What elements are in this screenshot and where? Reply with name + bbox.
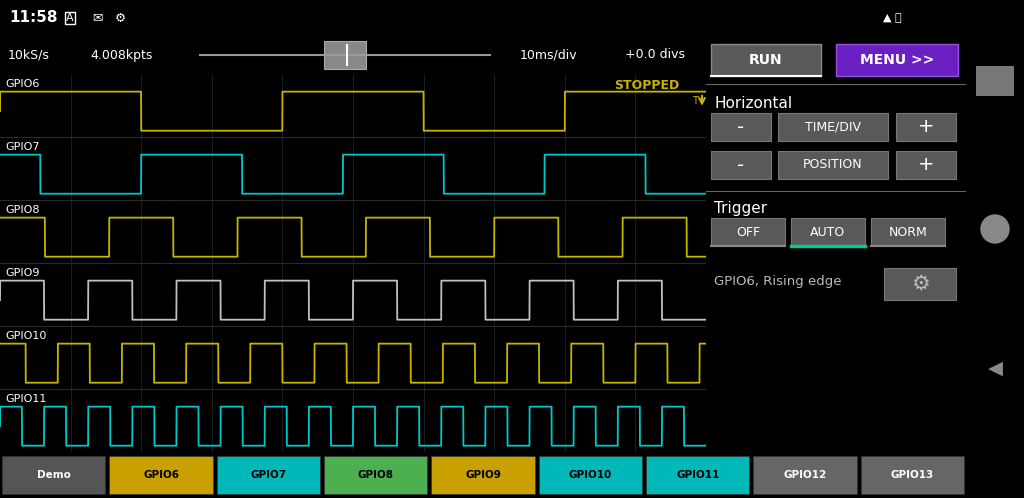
Text: +: + [918, 155, 934, 174]
Bar [976, 66, 1014, 96]
Text: GPIO11: GPIO11 [5, 394, 46, 404]
Text: +0.0 divs: +0.0 divs [625, 48, 685, 61]
Text: MENU >>: MENU >> [860, 53, 934, 67]
Text: ◀: ◀ [987, 359, 1002, 377]
Text: Horizontal: Horizontal [714, 97, 793, 112]
Text: RUN: RUN [750, 53, 782, 67]
Bar [896, 113, 956, 141]
Bar [711, 151, 771, 179]
Bar [884, 268, 956, 300]
Text: 11:58: 11:58 [9, 10, 58, 25]
Text: GPIO6, Rising edge: GPIO6, Rising edge [714, 274, 842, 287]
Text: GPIO10: GPIO10 [5, 331, 46, 341]
Text: 10ms/div: 10ms/div [520, 48, 578, 61]
Text: GPIO6: GPIO6 [5, 79, 39, 89]
Text: TIME/DIV: TIME/DIV [805, 121, 861, 133]
Text: ✉: ✉ [92, 11, 103, 24]
Text: 4.008kpts: 4.008kpts [90, 48, 153, 61]
Text: GPIO13: GPIO13 [891, 470, 934, 480]
Bar [860, 456, 964, 494]
Text: GPIO9: GPIO9 [5, 268, 40, 278]
Text: STOPPED: STOPPED [614, 79, 680, 92]
Text: +: + [918, 118, 934, 136]
Bar [778, 113, 888, 141]
Text: -: - [737, 118, 744, 136]
Bar [896, 151, 956, 179]
Bar [836, 44, 958, 76]
Bar [791, 218, 865, 246]
Bar [324, 456, 427, 494]
Text: GPIO11: GPIO11 [676, 470, 719, 480]
Text: AUTO: AUTO [810, 226, 846, 239]
Text: GPIO9: GPIO9 [465, 470, 501, 480]
Text: Trigger: Trigger [714, 201, 767, 216]
Text: NORM: NORM [889, 226, 928, 239]
Text: GPIO12: GPIO12 [783, 470, 826, 480]
Text: GPIO7: GPIO7 [250, 470, 287, 480]
Bar [711, 218, 785, 246]
Bar [711, 44, 821, 76]
Text: GPIO7: GPIO7 [5, 142, 40, 152]
Text: GPIO6: GPIO6 [143, 470, 179, 480]
Text: 10kS/s: 10kS/s [8, 48, 50, 61]
Bar [2, 456, 105, 494]
Bar [711, 113, 771, 141]
Text: Demo: Demo [37, 470, 71, 480]
Bar [646, 456, 750, 494]
Text: T: T [692, 96, 698, 106]
Text: ⚙: ⚙ [115, 11, 126, 24]
Bar [778, 151, 888, 179]
Bar [431, 456, 535, 494]
Text: POSITION: POSITION [803, 158, 863, 171]
Bar [217, 456, 319, 494]
Text: GPIO8: GPIO8 [357, 470, 393, 480]
Bar [754, 456, 857, 494]
Text: OFF: OFF [736, 226, 760, 239]
Text: GPIO8: GPIO8 [5, 205, 40, 215]
Bar [324, 41, 366, 69]
Bar [539, 456, 642, 494]
Text: -: - [737, 155, 744, 174]
Text: ▲ 🔋: ▲ 🔋 [884, 13, 902, 23]
Bar [871, 218, 945, 246]
Bar [110, 456, 213, 494]
Text: GPIO10: GPIO10 [568, 470, 612, 480]
Text: A: A [66, 13, 74, 23]
Circle shape [981, 215, 1009, 243]
Text: ⚙: ⚙ [910, 274, 930, 294]
